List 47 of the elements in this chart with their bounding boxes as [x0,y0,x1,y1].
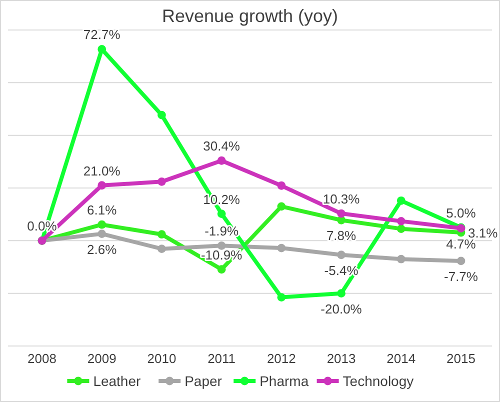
point [217,210,226,218]
point [98,230,106,238]
data-label: 30.4% [203,138,240,154]
point [158,110,166,120]
point [337,250,346,260]
data-label: 21.0% [83,163,121,178]
point [158,244,166,254]
point [396,254,406,264]
point [158,177,166,186]
point [158,230,166,239]
point [98,220,106,229]
data-label: -7.7% [444,268,478,284]
data-label: 5.0% [446,206,476,220]
point [217,265,226,274]
point [396,224,406,234]
legend-label: Technology [342,373,414,389]
data-label: -20.0% [320,301,362,316]
data-label: 7.8% [326,228,357,244]
x-tick-label: 2010 [147,351,176,366]
data-label: 2.6% [87,242,118,257]
legend-label: Pharma [260,373,309,389]
point [277,244,286,252]
x-tick-label: 2008 [28,351,56,366]
point [337,289,346,298]
point [277,293,286,302]
data-label: 10.3% [322,192,360,207]
point [277,202,286,211]
point [277,181,286,190]
x-tick-label: 2012 [266,351,296,366]
x-tick-label: 2011 [208,351,236,366]
x-tick-label: 2013 [326,351,356,366]
data-label: 72.7% [83,27,121,42]
chart-title: Revenue growth (yoy) [162,6,338,26]
point [337,209,346,218]
point [98,45,106,54]
point [396,196,406,205]
legend-label: Paper [184,373,222,389]
point [217,241,226,250]
x-tick-label: 2015 [446,351,476,366]
point [456,256,466,266]
point [98,181,106,190]
x-tick-label: 2009 [87,351,116,366]
data-label: 6.1% [87,202,118,218]
point [396,216,406,226]
point [217,156,226,165]
legend-label: Leather [93,373,142,389]
x-tick-label: 2014 [386,351,416,366]
